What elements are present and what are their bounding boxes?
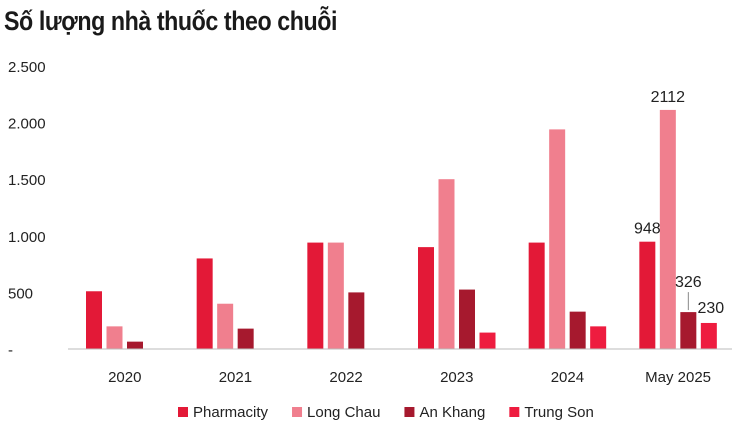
x-tick-label: 2020 bbox=[108, 369, 141, 386]
bar-an-khang bbox=[237, 328, 254, 349]
bar-trung-son bbox=[590, 326, 607, 349]
bar-pharmacity bbox=[639, 241, 656, 349]
bar-long-chau bbox=[106, 326, 123, 349]
bar-an-khang bbox=[569, 311, 586, 349]
legend-swatch bbox=[178, 407, 188, 417]
legend-swatch bbox=[292, 407, 303, 417]
y-tick-label: 2.000 bbox=[8, 116, 46, 133]
y-tick-label: - bbox=[8, 342, 13, 359]
bar-pharmacity bbox=[528, 242, 545, 349]
data-label: 326 bbox=[675, 274, 702, 291]
data-label: 230 bbox=[697, 300, 724, 317]
bar-trung-son bbox=[700, 322, 717, 349]
legend-swatch bbox=[509, 407, 520, 417]
legend-swatch bbox=[404, 407, 415, 417]
y-tick-label: 1.500 bbox=[8, 172, 46, 189]
x-tick-label: 2024 bbox=[551, 369, 584, 386]
legend-label: An Khang bbox=[419, 404, 485, 421]
data-label: 948 bbox=[634, 221, 661, 238]
bar-pharmacity bbox=[86, 291, 102, 349]
y-tick-label: 2.500 bbox=[8, 59, 46, 76]
bar-long-chau bbox=[549, 129, 566, 349]
bar-an-khang bbox=[348, 292, 365, 349]
bar-long-chau bbox=[438, 179, 455, 349]
y-tick-label: 1.000 bbox=[8, 229, 46, 246]
x-tick-label: May 2025 bbox=[645, 369, 711, 386]
legend: Pharmacity Long Chau An Khang Trung Son bbox=[178, 404, 594, 421]
chart-title: Số lượng nhà thuốc theo chuỗi bbox=[4, 6, 338, 36]
bar-an-khang bbox=[127, 341, 143, 349]
bar-pharmacity bbox=[307, 242, 324, 349]
bar-long-chau bbox=[659, 109, 676, 349]
bar-an-khang bbox=[459, 289, 475, 349]
x-tick-label: 2022 bbox=[329, 369, 362, 386]
x-axis: 2020 2021 2022 2023 2024 May 2025 bbox=[108, 369, 711, 386]
bar-long-chau bbox=[327, 242, 344, 349]
data-label: 2112 bbox=[651, 89, 686, 106]
bars bbox=[86, 109, 717, 349]
data-labels: 2112 948 326 230 bbox=[634, 89, 724, 317]
legend-label: Pharmacity bbox=[193, 404, 269, 421]
x-tick-label: 2021 bbox=[219, 369, 252, 386]
legend-label: Long Chau bbox=[307, 404, 380, 421]
bar-an-khang bbox=[680, 312, 697, 349]
bar-pharmacity bbox=[196, 258, 213, 349]
y-axis: - 500 1.000 1.500 2.000 2.500 bbox=[8, 59, 46, 359]
bar-long-chau bbox=[217, 303, 234, 349]
bar-pharmacity bbox=[418, 247, 434, 349]
x-tick-label: 2023 bbox=[440, 369, 473, 386]
bar-trung-son bbox=[479, 332, 496, 349]
legend-label: Trung Son bbox=[524, 404, 594, 421]
y-tick-label: 500 bbox=[8, 285, 33, 302]
